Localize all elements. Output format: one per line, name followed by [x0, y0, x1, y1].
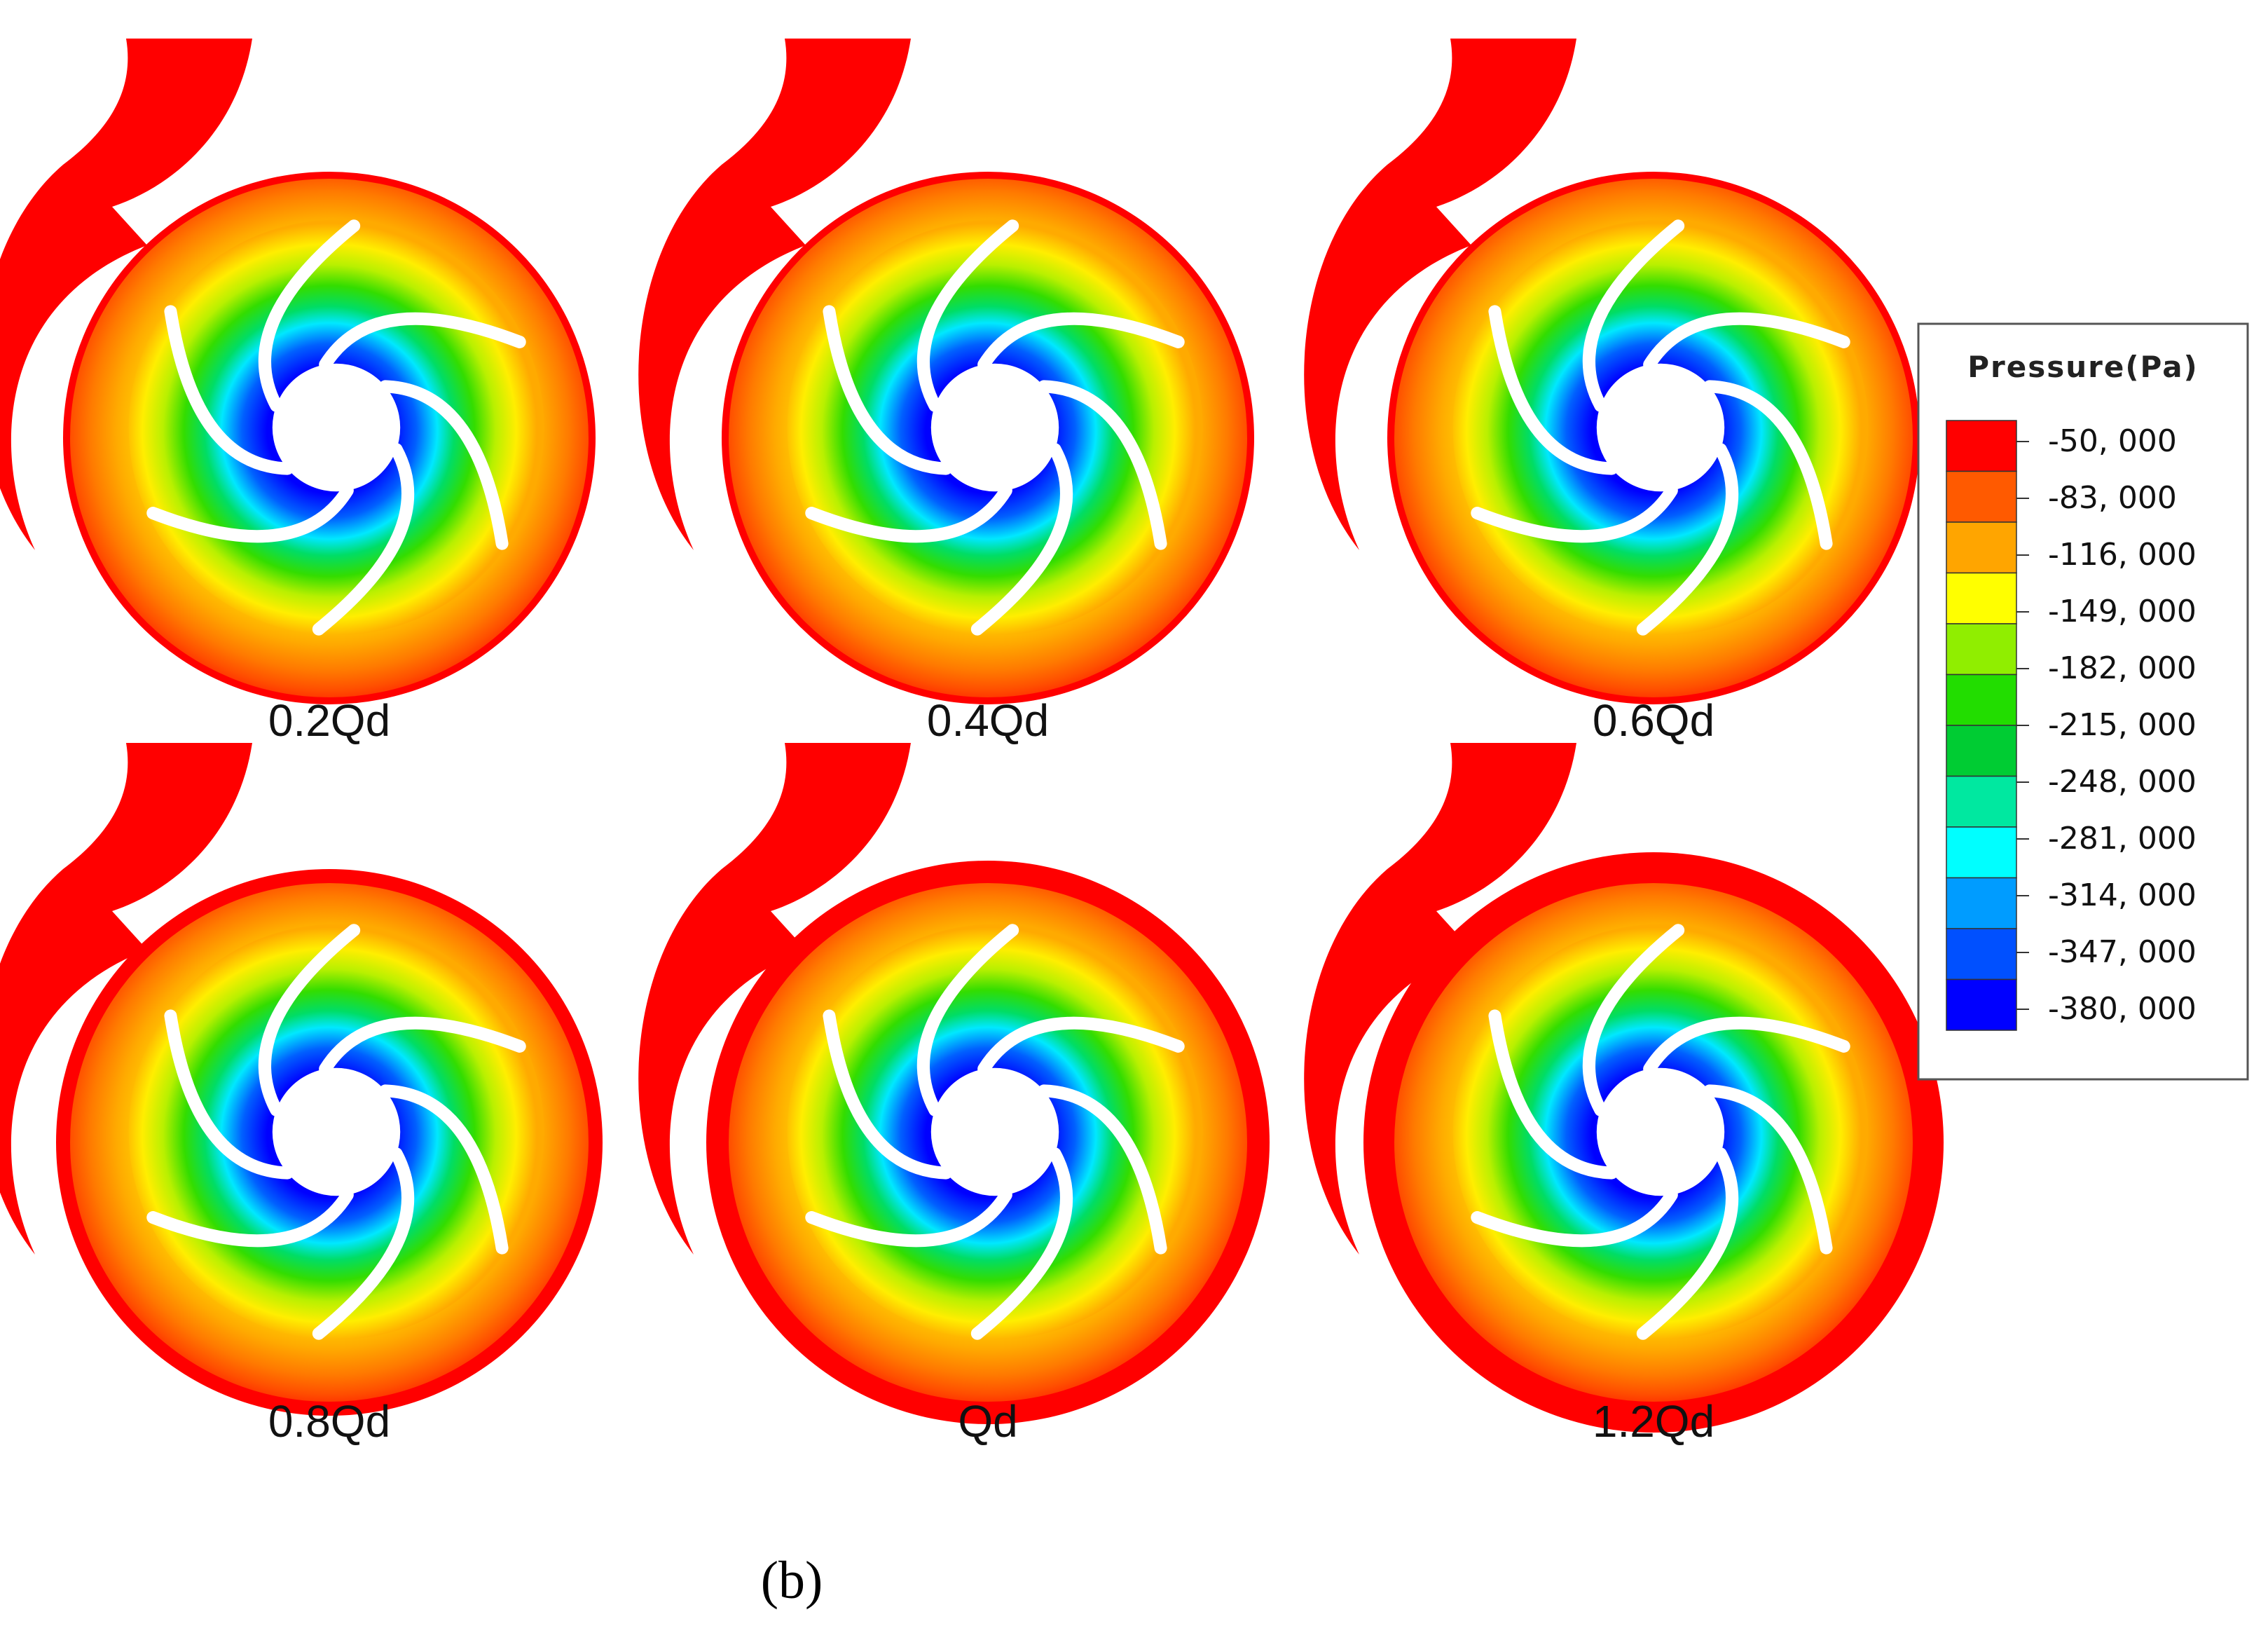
impeller-blade	[1636, 1147, 1739, 1340]
impeller-blade	[312, 1147, 415, 1340]
impeller-blade	[977, 1016, 1185, 1076]
impeller-hub	[272, 1067, 401, 1196]
legend-swatch	[1946, 775, 2017, 828]
legend-swatch	[1946, 877, 2017, 929]
impeller-blade	[805, 1188, 1012, 1248]
legend-tick-label: -50, 000	[2048, 423, 2177, 459]
panel-label: 1.2Qd	[1593, 1396, 1714, 1447]
legend-swatch	[1946, 521, 2017, 574]
panel-label: 0.4Qd	[927, 695, 1049, 746]
impeller-blade	[1037, 380, 1167, 550]
impeller-blade	[1488, 305, 1618, 475]
volute-outlet	[1304, 39, 1576, 550]
impeller-hub	[930, 363, 1059, 492]
legend-tick-label: -116, 000	[2048, 537, 2197, 573]
impeller-blade	[970, 443, 1073, 636]
impeller-blade	[319, 1016, 526, 1076]
impeller-hub	[1596, 363, 1725, 492]
legend-tick-label: -149, 000	[2048, 594, 2197, 629]
legend-tick-label: -83, 000	[2048, 480, 2177, 516]
impeller-blade	[164, 1009, 294, 1180]
impeller-blade	[970, 1147, 1073, 1340]
impeller-blade	[1471, 1188, 1678, 1248]
legend-tick-label: -380, 000	[2048, 991, 2197, 1027]
legend-tick-label: -314, 000	[2048, 877, 2197, 913]
legend-tick-label: -347, 000	[2048, 934, 2197, 970]
contour-panel: 0.4Qd	[638, 39, 1254, 746]
panel-label: 0.8Qd	[268, 1396, 390, 1447]
volute-outlet	[0, 743, 252, 1255]
panel-label: 0.6Qd	[1593, 695, 1714, 746]
panel-letter: (b)	[761, 1551, 823, 1610]
impeller-blade	[146, 1188, 354, 1248]
impeller-blade	[916, 219, 1019, 412]
contour-panels: 0.2Qd 0.4Qd 0.6Qd 0.8Qd Qd 1.2Qd	[0, 39, 1944, 1447]
impeller-hub	[1596, 1067, 1725, 1196]
volute-outlet	[638, 743, 911, 1255]
volute-outlet	[0, 39, 252, 550]
impeller-hub	[272, 363, 401, 492]
panel-label: 0.2Qd	[268, 695, 390, 746]
legend-tick-label: -248, 000	[2048, 764, 2197, 800]
legend-swatch	[1946, 928, 2017, 981]
legend-swatch	[1946, 623, 2017, 676]
impeller-blade	[258, 924, 361, 1116]
legend-swatch	[1946, 420, 2017, 472]
contour-panel: 0.8Qd	[0, 743, 603, 1447]
impeller-blade	[1471, 484, 1678, 543]
impeller-hub	[930, 1067, 1059, 1196]
legend-swatch	[1946, 978, 2017, 1031]
impeller-blade	[1488, 1009, 1618, 1180]
pressure-legend: Pressure(Pa) -50, 000 -83, 000 -116, 000 -1…	[1917, 322, 2249, 1081]
impeller-blade	[805, 484, 1012, 543]
legend-swatch	[1946, 572, 2017, 624]
impeller-blade	[378, 380, 509, 550]
legend-swatch	[1946, 725, 2017, 777]
legend-tick-label: -182, 000	[2048, 650, 2197, 686]
impeller-blade	[146, 484, 354, 543]
impeller-blade	[916, 924, 1019, 1116]
legend-swatch	[1946, 674, 2017, 726]
impeller-blade	[164, 305, 294, 475]
legend-tick-label: -281, 000	[2048, 821, 2197, 856]
impeller-blade	[1703, 1084, 1833, 1255]
impeller-blade	[1582, 219, 1685, 412]
impeller-blade	[1703, 380, 1833, 550]
impeller-blade	[258, 219, 361, 412]
impeller-blade	[378, 1084, 509, 1255]
impeller-blade	[1582, 924, 1685, 1116]
impeller-blade	[977, 312, 1185, 371]
legend-title: Pressure(Pa)	[1967, 350, 2198, 384]
legend-swatch	[1946, 470, 2017, 523]
impeller-blade	[1643, 1016, 1850, 1076]
volute-outlet	[638, 39, 911, 550]
impeller-blade	[1643, 312, 1850, 371]
contour-panel: 0.6Qd	[1304, 39, 1920, 746]
legend-tick-label: -215, 000	[2048, 707, 2197, 743]
impeller-blade	[319, 312, 526, 371]
impeller-blade	[823, 305, 953, 475]
panel-label: Qd	[958, 1396, 1017, 1447]
impeller-blade	[312, 443, 415, 636]
volute-outlet	[1304, 743, 1576, 1255]
impeller-blade	[1037, 1084, 1167, 1255]
contour-panel: 1.2Qd	[1304, 743, 1944, 1447]
legend-swatch	[1946, 826, 2017, 879]
impeller-blade	[1636, 443, 1739, 636]
contour-panel: Qd	[638, 743, 1270, 1447]
impeller-blade	[823, 1009, 953, 1180]
contour-panel: 0.2Qd	[0, 39, 596, 746]
